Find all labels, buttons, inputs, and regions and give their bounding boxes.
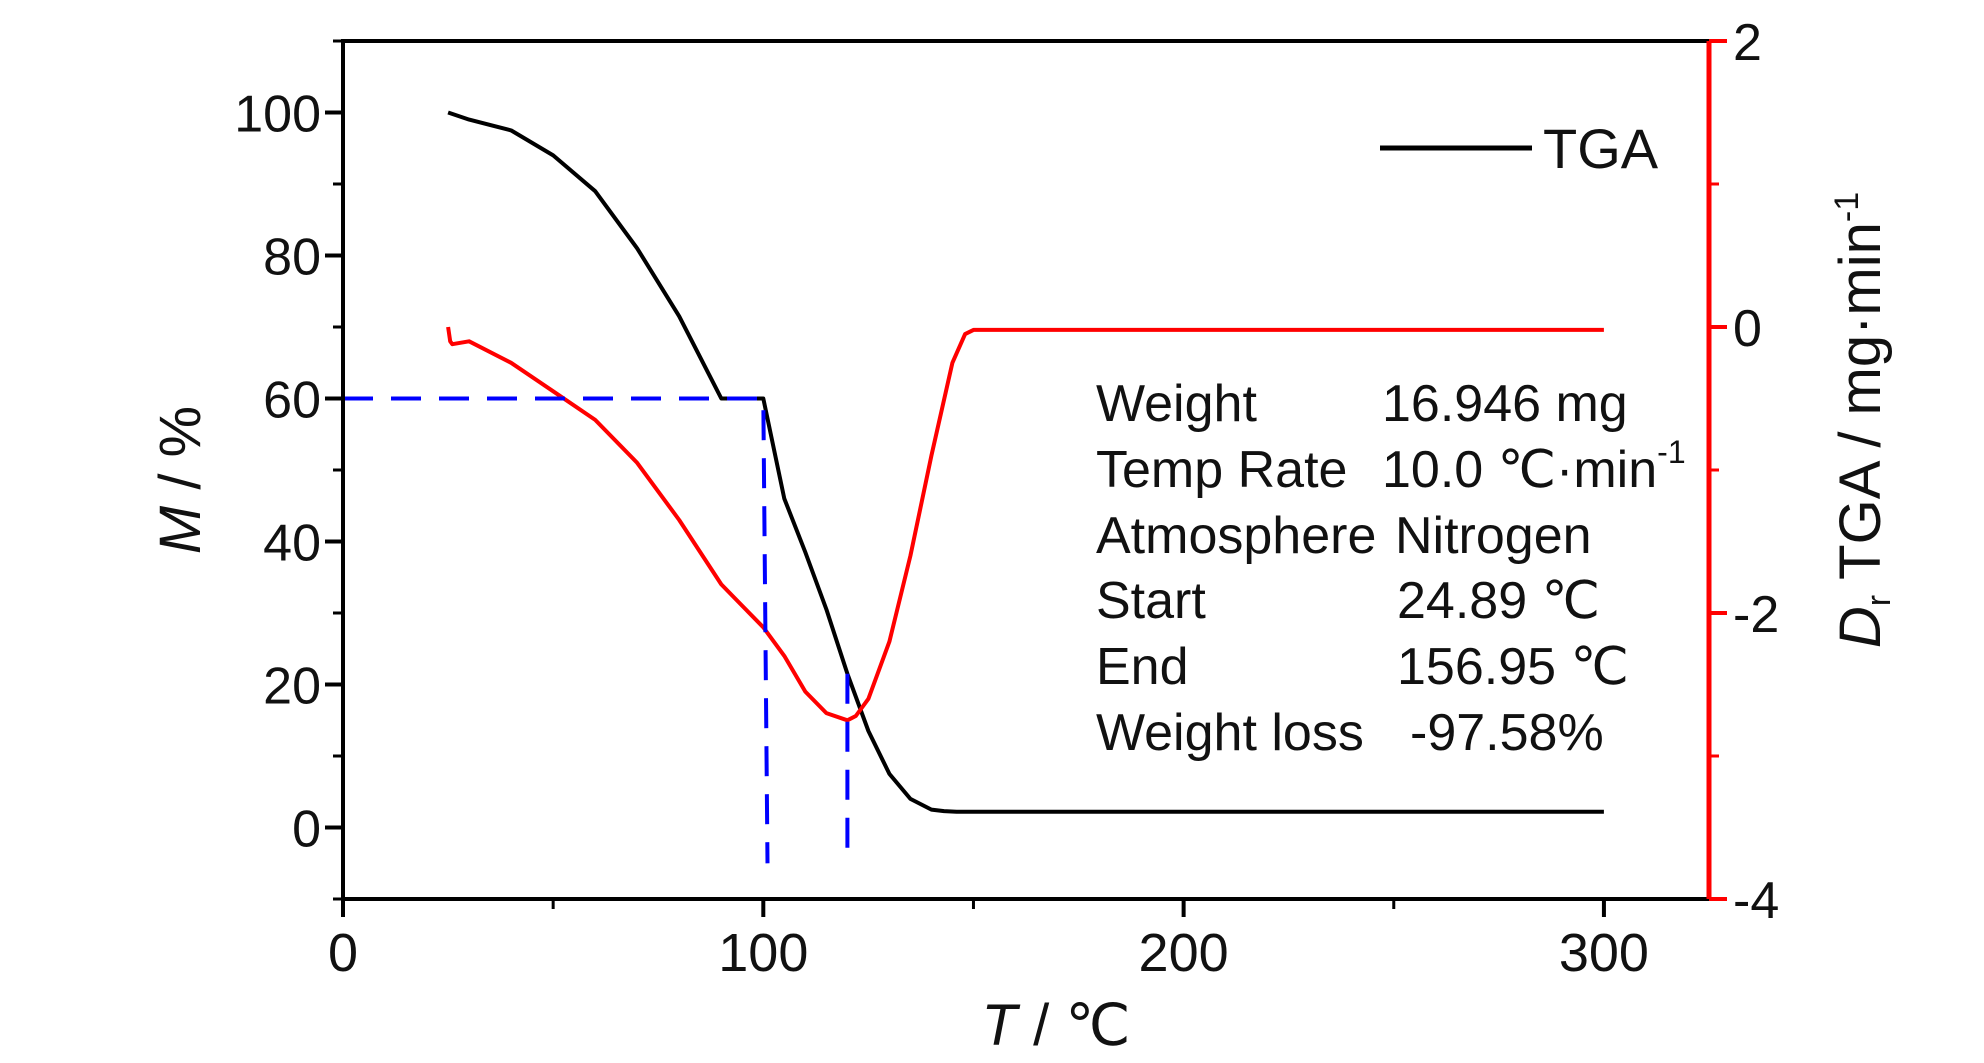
y-left-tick-label-80: 80: [263, 229, 321, 287]
x-tick-label-300: 300: [1559, 923, 1649, 983]
reference-line-0: [343, 396, 770, 864]
y-left-axis-sep: /: [148, 457, 213, 505]
info-block: Weight 16.946 mg Temp Rate 10.0 ℃·min-1 …: [1096, 375, 1686, 762]
axes: 0 100 200 300 0 20 40 60 80 100 -4 -2 0 2: [234, 14, 1779, 983]
y-left-tick-label-40: 40: [263, 515, 321, 573]
plot-lines: [343, 110, 1604, 864]
y-right-axis-sup: -1: [1828, 192, 1866, 222]
info-value-atmosphere: Nitrogen: [1395, 507, 1592, 565]
y-left-tick-label-0: 0: [292, 801, 321, 859]
series-line-1: [446, 326, 1604, 723]
y-right-axis-rest: TGA / mg·min: [1828, 222, 1893, 595]
info-label-weight: Weight: [1096, 375, 1257, 433]
y-right-tick-label-0: 0: [1733, 300, 1762, 358]
y-left-axis-var: M: [148, 505, 213, 554]
y-right-tick-label--4: -4: [1733, 872, 1779, 930]
info-label-temp-rate: Temp Rate: [1096, 441, 1347, 499]
x-axis-title: T / ℃: [982, 993, 1131, 1058]
y-right-axis-var: D: [1828, 606, 1893, 648]
series-line-0: [447, 110, 1604, 814]
y-left-tick-label-60: 60: [263, 372, 321, 430]
y-right-tick-label-2: 2: [1733, 14, 1762, 72]
y-left-tick-label-20: 20: [263, 658, 321, 716]
y-right-axis-sub: r: [1860, 595, 1898, 606]
info-value-temp-rate-main: 10.0 ℃·min: [1382, 441, 1657, 499]
ticks: 0 100 200 300 0 20 40 60 80 100 -4 -2 0 2: [234, 14, 1779, 983]
y-left-tick-label-100: 100: [234, 86, 321, 144]
legend: TGA: [1380, 117, 1659, 180]
y-left-axis-title: M / %: [148, 406, 213, 554]
info-label-weight-loss: Weight loss: [1096, 704, 1364, 762]
info-value-weight-loss: -97.58%: [1410, 704, 1604, 762]
y-left-axis-unit: %: [148, 406, 213, 458]
info-value-end: 156.95 ℃: [1397, 638, 1629, 696]
x-tick-label-0: 0: [328, 923, 358, 983]
info-label-start: Start: [1096, 572, 1206, 630]
y-right-tick-label--2: -2: [1733, 586, 1779, 644]
info-label-atmosphere: Atmosphere: [1096, 507, 1376, 565]
info-value-temp-rate-sup: -1: [1657, 434, 1685, 470]
x-axis-unit: ℃: [1065, 993, 1130, 1058]
y-right-axis-title: Dr TGA / mg·min-1: [1828, 192, 1898, 648]
info-label-end: End: [1096, 638, 1189, 696]
info-value-start: 24.89 ℃: [1397, 572, 1600, 630]
x-tick-label-200: 200: [1139, 923, 1229, 983]
x-axis-var: T: [982, 993, 1021, 1058]
info-value-weight: 16.946 mg: [1382, 375, 1628, 433]
legend-label-tga: TGA: [1543, 117, 1659, 180]
x-axis-sep: /: [1017, 993, 1065, 1058]
info-value-temp-rate: 10.0 ℃·min-1: [1382, 434, 1686, 499]
x-tick-label-100: 100: [718, 923, 808, 983]
